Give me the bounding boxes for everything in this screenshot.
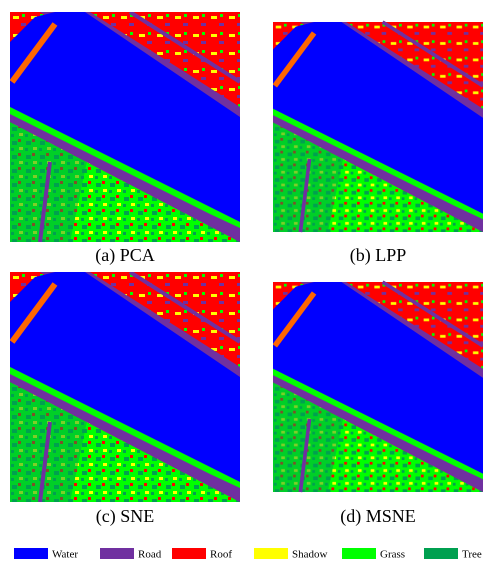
map-msne [273, 282, 483, 492]
legend-label: Water [52, 549, 78, 561]
caption: (d) MSNE [340, 506, 416, 527]
caption: (a) PCA [95, 245, 155, 266]
legend-swatch [254, 548, 288, 559]
legend-swatch [424, 548, 458, 559]
legend-swatch [342, 548, 376, 559]
caption: (c) SNE [96, 506, 154, 527]
legend-label: Road [138, 549, 162, 561]
legend-label: Tree [462, 549, 482, 561]
legend-swatch [14, 548, 48, 559]
figure: (a) PCA (b) LPP (c) SNE (d) MSNE Water Ro… [0, 0, 485, 566]
legend-label: Grass [380, 549, 405, 561]
legend-swatch [100, 548, 134, 559]
map-pca [10, 12, 240, 242]
map-lpp [273, 22, 483, 232]
caption: (b) LPP [350, 245, 407, 266]
legend-swatch [172, 548, 206, 559]
legend-label: Shadow [292, 549, 328, 561]
map-sne [10, 272, 240, 502]
legend-label: Roof [210, 549, 232, 561]
